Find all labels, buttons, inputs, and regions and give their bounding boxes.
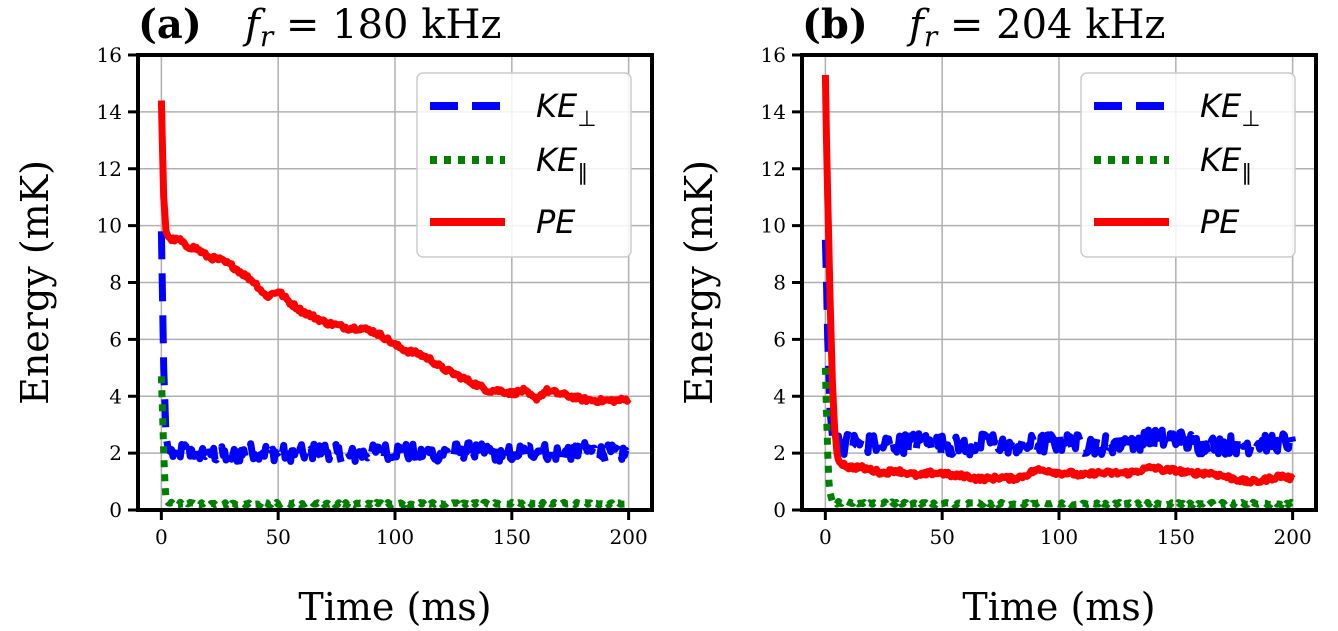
x-tick-label: 0 [819, 525, 832, 549]
y-tick-label: 10 [97, 214, 122, 238]
x-tick-label: 100 [376, 525, 414, 549]
y-tick-label: 4 [109, 384, 122, 408]
x-tick-label: 50 [265, 525, 290, 549]
ke-perp-line [157, 231, 631, 467]
legend-label-ke-perp: KE⊥ [536, 87, 596, 132]
legend-label-ke-par: KE∥ [536, 141, 588, 186]
ke-par-line [157, 376, 631, 509]
y-tick-label: 8 [773, 271, 786, 295]
y-tick-label: 12 [97, 157, 122, 181]
pe-line [157, 100, 632, 407]
pe-line [821, 74, 1296, 487]
legend-label-pe: PE [1200, 203, 1240, 241]
y-tick-label: 14 [761, 100, 786, 124]
panel-title: fr = 180 kHz [242, 2, 501, 53]
legend-box [416, 72, 632, 258]
y-axis-label: Energy (mK) [677, 160, 721, 405]
x-tick-label: 100 [1040, 525, 1078, 549]
panel-title: fr = 204 kHz [906, 2, 1165, 53]
legend: KE⊥ KE∥ PE [416, 72, 632, 258]
legend-box [1080, 72, 1296, 258]
y-tick-label: 14 [97, 100, 122, 124]
axis-ticks: 0 50 100 150 200 0 2 4 6 8 10 12 14 16 [761, 43, 1312, 549]
y-tick-label: 16 [97, 43, 122, 67]
x-tick-label: 200 [1274, 525, 1312, 549]
x-axis-label: Time (ms) [962, 585, 1155, 629]
panel-a: (a) fr = 180 kHz 0 50 100 150 200 0 2 4 6 8 10 12 14… [13, 1, 654, 629]
axis-ticks: 0 50 100 150 200 0 2 4 6 8 10 12 14 16 [97, 43, 648, 549]
y-tick-label: 4 [773, 384, 786, 408]
y-tick-label: 6 [109, 327, 122, 351]
y-tick-label: 16 [761, 43, 786, 67]
legend-label-ke-perp: KE⊥ [1200, 87, 1260, 132]
y-tick-label: 0 [109, 498, 122, 522]
series-group [821, 74, 1297, 509]
x-tick-label: 0 [155, 525, 168, 549]
y-tick-label: 6 [773, 327, 786, 351]
legend-label-ke-par: KE∥ [1200, 141, 1252, 186]
y-tick-label: 10 [761, 214, 786, 238]
legend-label-pe: PE [536, 203, 576, 241]
y-tick-label: 2 [773, 441, 786, 465]
panel-b: (b) fr = 204 kHz 0 50 100 150 200 0 2 4 6 8 10 12 14… [677, 1, 1318, 629]
series-group [157, 100, 632, 509]
y-tick-label: 2 [109, 441, 122, 465]
ke-par-line [821, 367, 1295, 509]
y-tick-label: 8 [109, 271, 122, 295]
x-tick-label: 150 [1157, 525, 1195, 549]
panel-label: (b) [802, 1, 868, 48]
x-tick-label: 150 [493, 525, 531, 549]
y-axis-label: Energy (mK) [13, 160, 57, 405]
x-axis-label: Time (ms) [298, 585, 491, 629]
x-tick-label: 200 [610, 525, 648, 549]
y-tick-label: 0 [773, 498, 786, 522]
y-tick-label: 12 [761, 157, 786, 181]
ke-perp-line [821, 239, 1297, 459]
panel-label: (a) [138, 1, 202, 48]
x-tick-label: 50 [929, 525, 954, 549]
legend: KE⊥ KE∥ PE [1080, 72, 1296, 258]
